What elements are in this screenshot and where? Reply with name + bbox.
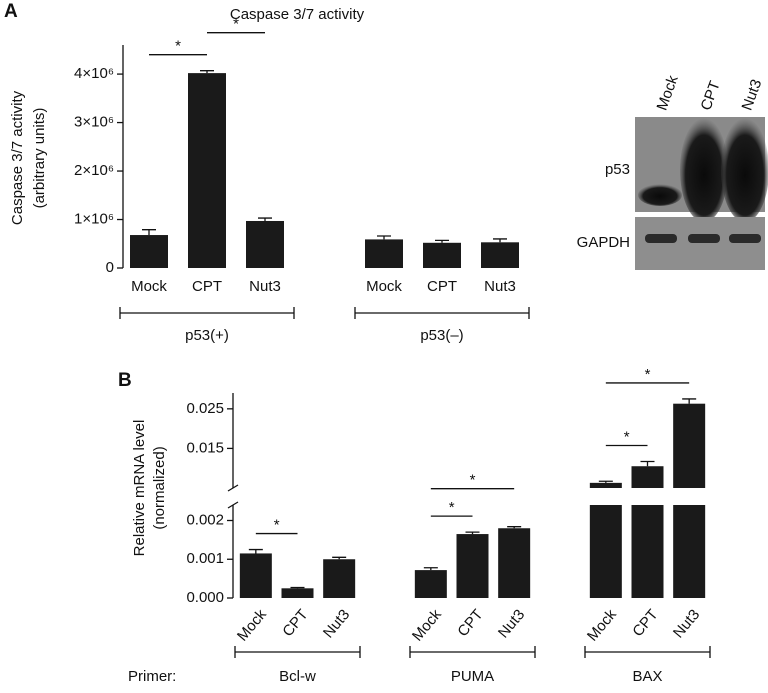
- error-bar: [248, 548, 263, 554]
- blot-band: [638, 184, 682, 206]
- group-bracket: [234, 646, 361, 658]
- group-bracket: [584, 646, 711, 658]
- bar: [481, 242, 519, 268]
- x-tick-label: Nut3: [320, 606, 353, 641]
- y-tick-label: 0.002: [186, 511, 224, 528]
- y-tick-label: 0.025: [186, 400, 224, 417]
- error-bar: [682, 398, 697, 404]
- error-bar: [640, 460, 655, 467]
- error-bar: [332, 556, 347, 560]
- row-label: p53: [605, 161, 630, 178]
- error-bar: [142, 229, 156, 236]
- significance-label: *: [645, 366, 651, 383]
- error-bar: [200, 70, 214, 74]
- error-bar: [377, 235, 391, 240]
- bar: [414, 570, 447, 598]
- bar: [246, 220, 284, 268]
- lane-label: Nut3: [739, 77, 766, 113]
- y-tick-label: 0.000: [186, 589, 224, 606]
- x-tick-label: CPT: [427, 278, 457, 295]
- bar: [130, 235, 168, 268]
- y-tick-label: 0: [106, 259, 114, 276]
- significance-label: *: [233, 16, 239, 33]
- x-tick-label: Mock: [234, 606, 270, 645]
- x-tick-label: Mock: [131, 278, 167, 295]
- x-tick-label: Mock: [366, 278, 402, 295]
- lane-label: CPT: [698, 79, 724, 113]
- y-axis-label: (normalized): [151, 446, 168, 529]
- error-bar: [465, 531, 480, 535]
- significance-label: *: [470, 472, 476, 489]
- group-bracket: [354, 307, 530, 319]
- chart-title: Caspase 3/7 activity: [230, 6, 365, 23]
- significance-label: *: [175, 38, 181, 55]
- x-tick-label: Nut3: [249, 278, 281, 295]
- error-bar: [423, 567, 438, 571]
- error-bar: [507, 526, 522, 529]
- significance-label: *: [274, 517, 280, 534]
- blot-band: [645, 234, 677, 243]
- axis-break: [227, 484, 239, 492]
- x-tick-label: CPT: [629, 606, 661, 640]
- error-bar: [598, 480, 613, 483]
- group-bracket: [409, 646, 536, 658]
- error-bar: [493, 238, 507, 243]
- bar: [673, 403, 706, 488]
- bar: [188, 73, 226, 268]
- x-tick-label: Mock: [409, 606, 445, 645]
- x-tick-label: CPT: [192, 278, 222, 295]
- error-bar: [290, 586, 305, 589]
- y-axis-label: Relative mRNA level: [131, 420, 148, 557]
- panel-letter: B: [118, 370, 132, 391]
- x-tick-label: CPT: [454, 606, 486, 640]
- blot-band: [721, 118, 768, 222]
- lane-label: Mock: [654, 73, 682, 113]
- blot-panel: [635, 217, 765, 270]
- bar: [589, 505, 622, 598]
- bar: [673, 505, 706, 598]
- bar: [631, 466, 664, 488]
- error-bar: [435, 239, 449, 243]
- y-tick-label: 2×10⁶: [74, 162, 114, 179]
- y-tick-label: 1×10⁶: [74, 210, 114, 227]
- y-axis-label: Caspase 3/7 activity: [9, 90, 26, 225]
- bar: [498, 528, 531, 598]
- y-tick-label: 0.001: [186, 550, 224, 567]
- blot-band: [680, 118, 728, 222]
- x-tick-label: Nut3: [495, 606, 528, 641]
- y-tick-label: 0.015: [186, 439, 224, 456]
- y-tick-label: 3×10⁶: [74, 114, 114, 131]
- panel-letter: A: [4, 1, 18, 22]
- bar: [456, 534, 489, 598]
- blot-band: [688, 234, 720, 243]
- axis-break: [227, 501, 239, 509]
- bar: [631, 505, 664, 598]
- group-label: PUMA: [451, 668, 494, 685]
- group-label: p53(–): [420, 327, 463, 344]
- group-label: p53(+): [185, 327, 229, 344]
- significance-label: *: [449, 499, 455, 516]
- group-label: BAX: [632, 668, 662, 685]
- group-bracket: [119, 307, 295, 319]
- error-bar: [258, 217, 272, 221]
- bar: [423, 242, 461, 268]
- y-tick-label: 4×10⁶: [74, 65, 114, 82]
- group-axis-label: Primer:: [128, 668, 176, 685]
- y-axis-label: (arbitrary units): [31, 108, 48, 209]
- bar: [281, 588, 314, 598]
- x-tick-label: Nut3: [484, 278, 516, 295]
- group-label: Bcl-w: [279, 668, 316, 685]
- row-label: GAPDH: [577, 234, 630, 251]
- bar: [323, 559, 356, 598]
- western-blot: Mock CPT Nut3 p53 GAPDH: [577, 73, 768, 270]
- bar: [589, 482, 622, 488]
- x-tick-label: CPT: [279, 606, 311, 640]
- bar: [239, 553, 272, 598]
- x-tick-label: Mock: [584, 606, 620, 645]
- bar: [365, 239, 403, 268]
- significance-label: *: [624, 428, 630, 445]
- blot-band: [729, 234, 761, 243]
- x-tick-label: Nut3: [670, 606, 703, 641]
